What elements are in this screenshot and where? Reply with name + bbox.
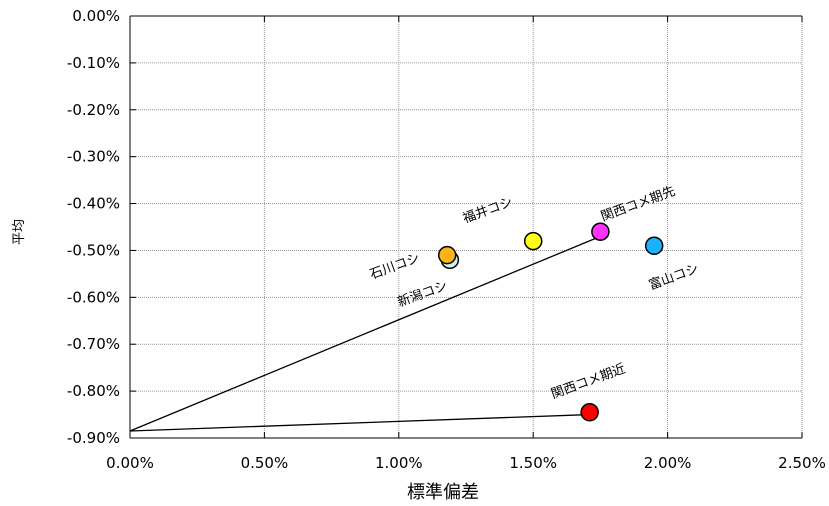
data-point bbox=[644, 236, 664, 256]
x-tick-label: 2.00% bbox=[644, 454, 692, 472]
point-label: 石川コシ bbox=[368, 251, 422, 283]
trend-lines bbox=[129, 235, 601, 432]
x-tick-label: 2.50% bbox=[778, 454, 826, 472]
data-points bbox=[437, 222, 664, 422]
connector-line bbox=[129, 413, 590, 432]
y-tick-label: -0.40% bbox=[67, 195, 120, 213]
point-label: 新潟コシ bbox=[395, 278, 449, 311]
y-tick-label: -0.70% bbox=[67, 335, 120, 353]
point-label: 関西コメ期先 bbox=[599, 184, 677, 225]
y-tick-label: -0.50% bbox=[67, 241, 120, 259]
x-tick-label: 0.00% bbox=[106, 454, 154, 472]
axes: 0.00% 0.50% 1.00% 1.50% 2.00% 2.50% 0.00% -0.10… bbox=[67, 7, 826, 472]
grid bbox=[130, 16, 803, 438]
y-tick-label: -0.80% bbox=[67, 382, 120, 400]
x-axis-title: 標準偏差 bbox=[407, 482, 479, 502]
connector-line bbox=[129, 235, 601, 432]
x-tick-label: 1.50% bbox=[509, 454, 557, 472]
y-axis-title: 平均 bbox=[12, 219, 27, 245]
y-tick-label: 0.00% bbox=[72, 7, 120, 25]
x-tick-label: 0.50% bbox=[241, 454, 289, 472]
y-tick-label: -0.30% bbox=[67, 148, 120, 166]
point-label: 富山コシ bbox=[647, 261, 701, 294]
point-label: 福井コシ bbox=[461, 195, 515, 227]
data-point bbox=[580, 402, 599, 422]
y-tick-label: -0.10% bbox=[67, 54, 120, 72]
data-point bbox=[437, 245, 457, 265]
data-point bbox=[591, 222, 610, 241]
x-tick-label: 1.00% bbox=[375, 454, 423, 472]
y-tick-label: -0.60% bbox=[67, 288, 120, 306]
point-label: 関西コメ期近 bbox=[549, 362, 627, 403]
y-tick-label: -0.20% bbox=[67, 101, 120, 119]
data-point bbox=[523, 231, 543, 251]
y-tick-label: -0.90% bbox=[67, 429, 120, 447]
